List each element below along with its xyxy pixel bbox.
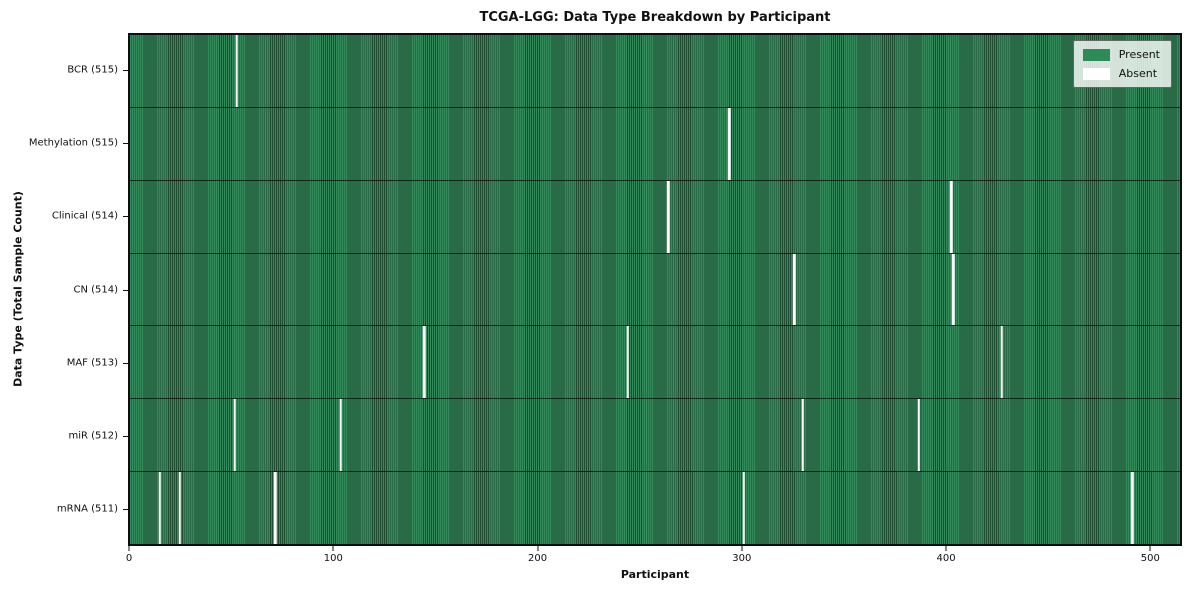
present-swatch-icon: [1082, 48, 1110, 61]
y-tick-label: Clinical (514): [51, 210, 118, 222]
absent-line: [1130, 472, 1134, 545]
y-tick-mark: [123, 362, 128, 364]
absent-line: [1000, 326, 1004, 399]
absent-line: [666, 180, 670, 253]
heatmap-row-maf: [130, 326, 1180, 400]
y-tick-mark: [123, 216, 128, 218]
absent-line: [742, 472, 745, 545]
absent-line: [178, 472, 182, 545]
absent-line: [626, 326, 629, 399]
y-tick-mark: [123, 142, 128, 144]
absent-line: [235, 35, 239, 107]
x-tick-label: 500: [1140, 553, 1160, 564]
x-tick-label: 200: [528, 553, 548, 564]
x-tick-mark: [945, 546, 947, 551]
x-tick-mark: [332, 546, 334, 551]
heatmap-row-bcr: [130, 35, 1180, 108]
heatmap-row-clinical: [130, 180, 1180, 254]
y-axis: BCR (515) Methylation (515) Clinical (514)…: [0, 33, 128, 546]
x-tick-mark: [128, 546, 130, 551]
plot-area: Present Absent: [128, 33, 1182, 546]
x-axis: 0 100 200 300 400 500: [125, 546, 1182, 570]
y-tick-mark: [123, 69, 128, 71]
legend-label-absent: Absent: [1118, 67, 1158, 80]
absent-line: [158, 472, 161, 545]
x-tick-label: 0: [125, 553, 133, 564]
chart-title: TCGA-LGG: Data Type Breakdown by Partici…: [479, 10, 831, 25]
absent-line: [274, 472, 277, 545]
x-tick-mark: [741, 546, 743, 551]
absent-swatch-icon: [1082, 67, 1110, 80]
y-tick-label: miR (512): [68, 430, 118, 442]
absent-line: [728, 107, 731, 180]
x-axis-title: Participant: [620, 568, 690, 581]
heatmap-row-mir: [130, 399, 1180, 473]
y-tick-mark: [123, 289, 128, 291]
absent-line: [801, 399, 804, 472]
x-tick-label: 400: [936, 553, 956, 564]
legend-label-present: Present: [1118, 48, 1160, 61]
x-tick-mark: [537, 546, 539, 551]
absent-line: [339, 399, 342, 472]
y-tick-label: MAF (513): [66, 357, 118, 369]
absent-line: [233, 399, 237, 472]
legend-item-present: Present: [1082, 48, 1160, 61]
heatmap-row-methylation: [130, 107, 1180, 181]
x-tick-label: 100: [323, 553, 343, 564]
x-tick-mark: [1149, 546, 1151, 551]
heatmap-row-mrna: [130, 472, 1180, 545]
x-tick-label: 300: [732, 553, 752, 564]
absent-line: [917, 399, 920, 472]
heatmap-row-cn: [130, 253, 1180, 327]
absent-line: [949, 180, 953, 253]
legend-item-absent: Absent: [1082, 67, 1160, 80]
absent-line: [422, 326, 426, 399]
legend: Present Absent: [1072, 40, 1172, 88]
y-tick-mark: [123, 436, 128, 438]
absent-line: [793, 253, 796, 326]
y-tick-label: BCR (515): [67, 64, 118, 76]
y-tick-label: CN (514): [73, 284, 118, 295]
y-tick-mark: [123, 509, 128, 511]
y-tick-label: mRNA (511): [56, 503, 118, 515]
absent-line: [951, 253, 955, 326]
y-tick-label: Methylation (515): [28, 137, 118, 149]
